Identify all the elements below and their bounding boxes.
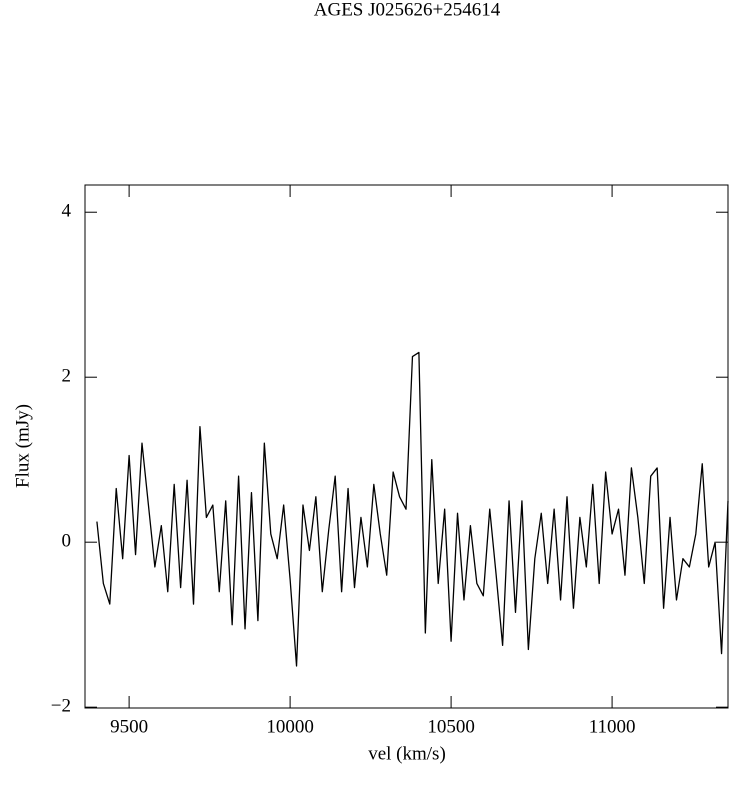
y-tick-label: 0 bbox=[62, 531, 72, 552]
x-axis-label: vel (km/s) bbox=[368, 743, 446, 764]
y-tick-label: −2 bbox=[51, 696, 71, 717]
data-line bbox=[96, 351, 729, 667]
y-tick-label: 2 bbox=[62, 366, 72, 387]
x-tick-label: 11000 bbox=[589, 716, 636, 737]
chart-title: AGES J025626+254614 bbox=[314, 0, 501, 20]
y-axis-label: Flux (mJy) bbox=[12, 404, 33, 488]
x-tick-label: 10000 bbox=[266, 716, 314, 737]
x-tick-label: 10500 bbox=[427, 716, 475, 737]
x-tick-label: 9500 bbox=[110, 716, 148, 737]
plot-frame bbox=[84, 184, 729, 709]
y-tick-label: 4 bbox=[62, 201, 72, 222]
